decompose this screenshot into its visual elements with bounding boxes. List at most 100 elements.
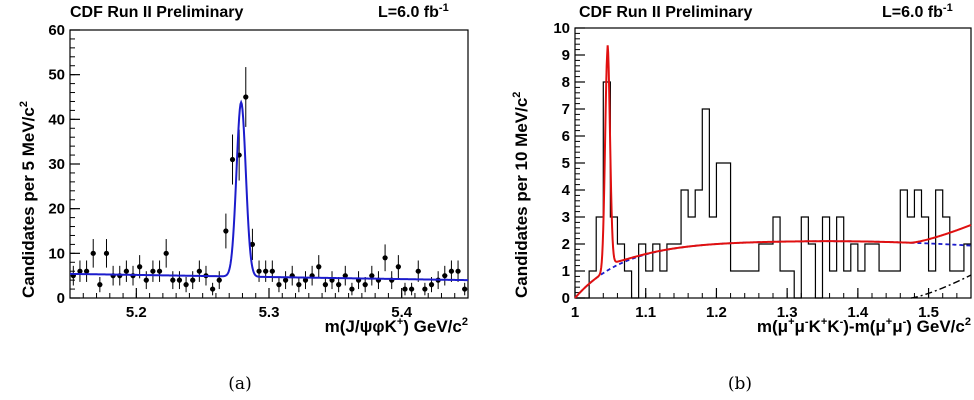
- panel-a-data-point: [382, 255, 388, 261]
- panel-b-other-background: [910, 274, 972, 299]
- panel-a-data-point: [316, 264, 322, 270]
- panel-b-x-tick-label: 1: [571, 304, 579, 321]
- panel-a-data-point: [448, 268, 455, 274]
- panel-b-total-fit: [574, 45, 972, 299]
- panel-b: CDF Run II Preliminary L=6.0 fb-1 1 1.1 1.…: [511, 2, 972, 394]
- panel-a-data-point: [369, 273, 375, 279]
- panel-b-x-tick-label: 1.1: [635, 304, 656, 321]
- panel-a-fit-curve: [69, 99, 469, 282]
- panel-a-y-tick-label: 60: [48, 22, 65, 39]
- panel-a-data-point: [223, 228, 229, 234]
- panel-a-data-point: [229, 156, 236, 163]
- panel-a-data-point: [249, 241, 256, 247]
- panel-b-x-tick-label: 1.3: [777, 304, 798, 321]
- panel-a-data-point: [336, 282, 342, 288]
- panel-a-data-point: [402, 286, 408, 292]
- panel-b-header: CDF Run II Preliminary: [579, 4, 752, 21]
- panel-a-lumi-exp: -1: [439, 2, 449, 14]
- panel-a-data-point: [269, 268, 275, 274]
- panel-a-data-point: [263, 268, 269, 274]
- panel-a-y-tick-label: 10: [48, 245, 65, 262]
- panel-a-data-point: [137, 264, 143, 270]
- panel-a-x-label: m(J/ψφK+) GeV/c2: [325, 316, 468, 336]
- panel-b-y-tick-label: 6: [562, 128, 570, 145]
- panel-b-x-label: m(μ+μ-K+K-)-m(μ+μ-) GeV/c2: [757, 316, 971, 336]
- panel-a-data-point: [196, 268, 202, 274]
- panel-a-ticks: [69, 29, 469, 299]
- panel-a-data-point: [322, 282, 328, 288]
- panel-a-y-tick-label: 20: [48, 201, 65, 218]
- panel-b-lumi-exp: -1: [943, 2, 953, 14]
- panel-a-data-point: [362, 282, 368, 288]
- panel-a-y-tick-label: 0: [57, 290, 65, 307]
- panel-b-caption: (b): [728, 374, 752, 394]
- panel-a: CDF Run II Preliminary L=6.0 fb-1 5.2 5.3…: [18, 2, 469, 394]
- panel-b-histogram: [575, 81, 971, 299]
- panel-a-data-points: [70, 67, 468, 296]
- panel-a-header: CDF Run II Preliminary: [70, 4, 243, 21]
- panel-a-data-point: [143, 277, 149, 283]
- panel-a-data-point: [302, 277, 309, 283]
- panel-a-data-point: [428, 282, 435, 288]
- panel-a-data-point: [216, 277, 222, 283]
- panel-b-y-tick-label: 3: [562, 209, 570, 226]
- panel-b-y-tick-label: 0: [562, 290, 570, 307]
- panel-a-data-point: [163, 250, 169, 256]
- panel-a-data-point: [276, 282, 282, 288]
- panel-a-data-point: [210, 286, 216, 292]
- panel-b-y-tick-label: 5: [562, 155, 570, 172]
- panel-a-y-tick-label: 50: [48, 67, 65, 84]
- panel-b-y-tick-label: 9: [562, 47, 570, 64]
- panel-a-data-point: [296, 282, 302, 288]
- panel-a-data-point: [156, 268, 163, 274]
- panel-a-data-point: [415, 268, 421, 274]
- panel-b-y-tick-label: 1: [562, 263, 570, 280]
- panel-a-y-tick-label: 30: [48, 156, 65, 173]
- panel-b-x-tick-label: 1.5: [918, 304, 939, 321]
- panel-a-caption: (a): [228, 374, 251, 394]
- panel-a-data-point: [442, 273, 448, 279]
- panel-a-data-point: [243, 94, 249, 100]
- panel-a-data-point: [183, 282, 189, 288]
- panel-a-data-point: [176, 277, 183, 283]
- panel-a-data-point: [170, 277, 176, 283]
- panel-a-data-point: [83, 268, 90, 274]
- panel-b-y-tick-label: 2: [562, 236, 570, 253]
- panel-a-data-point: [409, 286, 415, 292]
- panel-a-lumi: L=6.0 fb-1: [378, 2, 449, 21]
- panel-a-data-point: [97, 282, 103, 288]
- panel-a-data-point: [77, 268, 83, 274]
- panel-b-lumi-label: L=6.0 fb: [882, 4, 943, 21]
- panel-a-data-point: [282, 277, 289, 283]
- panel-a-data-point: [90, 250, 96, 256]
- panel-b-y-label: Candidates per 10 MeV/c2: [511, 92, 531, 298]
- panel-a-data-point: [455, 268, 461, 274]
- panel-b-x-tick-label: 1.2: [706, 304, 727, 321]
- panel-b-lumi: L=6.0 fb-1: [882, 2, 953, 21]
- panel-b-y-tick-label: 7: [562, 101, 570, 118]
- panel-a-data-point: [349, 286, 355, 292]
- panel-a-data-point: [395, 264, 401, 270]
- panel-a-data-point: [103, 250, 110, 256]
- panel-a-y-label: Candidates per 5 MeV/c2: [18, 101, 38, 298]
- panel-a-lumi-label: L=6.0 fb: [378, 4, 439, 21]
- panel-a-data-point: [462, 286, 468, 292]
- panel-b-x-tick-label: 1.4: [847, 304, 869, 321]
- panel-a-frame: [69, 29, 469, 299]
- panel-b-background-fit: [574, 240, 972, 299]
- panel-b-y-tick-label: 10: [553, 20, 570, 37]
- panel-b-y-tick-label: 8: [562, 74, 570, 91]
- panel-a-data-point: [123, 268, 129, 274]
- panel-b-y-tick-label: 4: [562, 182, 571, 199]
- panel-a-data-point: [422, 286, 428, 292]
- panel-a-x-tick-label: 5.2: [126, 304, 147, 321]
- panel-a-data-point: [342, 273, 348, 279]
- panel-a-x-tick-label: 5.3: [259, 304, 280, 321]
- panel-a-y-tick-label: 40: [48, 111, 65, 128]
- panel-a-data-point: [256, 268, 262, 274]
- panel-a-x-tick-label: 5.4: [391, 304, 413, 321]
- panel-a-data-point: [150, 268, 156, 274]
- panel-a-data-point: [190, 277, 196, 283]
